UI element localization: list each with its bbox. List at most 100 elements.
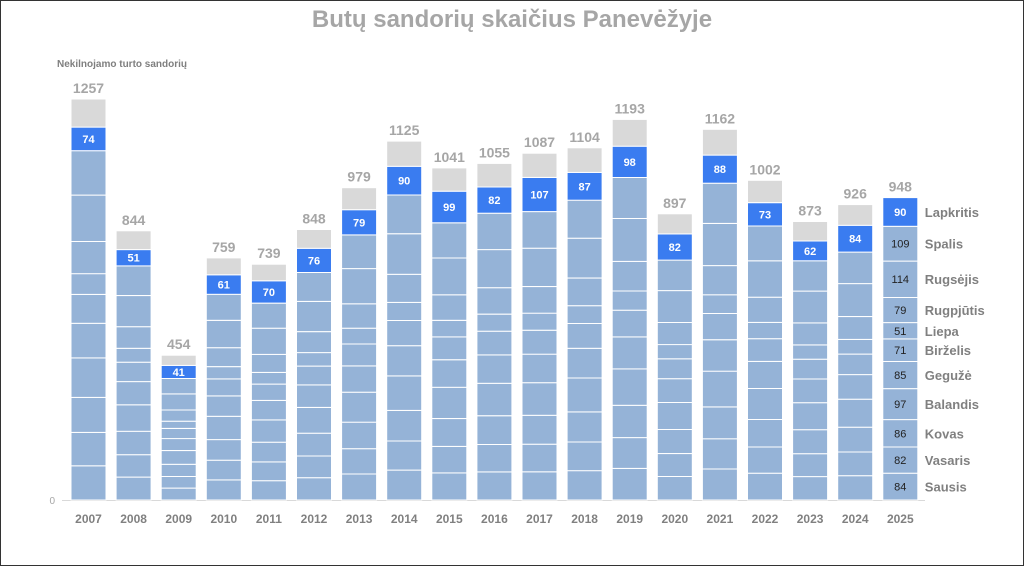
november-value-label-2010: 61 (218, 280, 230, 292)
bar-segment-2023-m9 (792, 290, 829, 324)
bar-segment-2021-m6 (701, 313, 738, 341)
month-name-label-kovas: Kovas (925, 426, 964, 441)
y-axis-label: Nekilnojamo turto sandorių (57, 59, 188, 70)
bar-segment-2017-m4 (521, 382, 558, 416)
bar-segment-2008-m9 (115, 295, 152, 328)
bar-segment-2013-m8 (341, 303, 378, 329)
bar-segment-2014-m2 (386, 440, 423, 471)
bar-segment-2015-m1 (431, 472, 468, 501)
bar-segment-2024-m3 (837, 426, 874, 453)
bar-segment-2019-november (611, 145, 648, 178)
total-label-2023: 873 (798, 203, 822, 219)
november-value-label-2014: 90 (398, 176, 410, 188)
total-label-2022: 1002 (749, 161, 780, 177)
bar-segment-2010-december (205, 257, 242, 276)
bar-segment-2014-m9 (386, 233, 423, 275)
total-label-2016: 1055 (479, 144, 510, 160)
bar-segment-2013-december (341, 187, 378, 211)
x-tick-label-2023: 2023 (797, 512, 824, 526)
bar-segment-2019-m5 (611, 336, 648, 370)
bar-segment-2025-m4 (882, 388, 919, 421)
bar-segment-2015-december (431, 167, 468, 192)
bar-segment-2021-m5 (701, 339, 738, 372)
bar-segment-2017-m8 (521, 286, 558, 314)
x-tick-label-2018: 2018 (571, 512, 598, 526)
bar-segment-2017-november (521, 177, 558, 213)
november-value-label-2017: 107 (530, 190, 548, 202)
bar-segment-2007-m6 (70, 293, 107, 324)
total-label-2021: 1162 (705, 110, 736, 126)
x-tick-label-2020: 2020 (661, 512, 688, 526)
x-tick-label-2011: 2011 (256, 512, 282, 526)
month-value-label-spalis: 109 (891, 239, 909, 251)
total-label-2014: 1125 (389, 122, 420, 138)
month-value-label-balandis: 97 (894, 399, 906, 411)
bar-segment-2017-m7 (521, 312, 558, 331)
bar-segment-2021-m9 (701, 223, 738, 267)
bar-segment-2011-m2 (250, 461, 287, 482)
month-value-label-rugsėjis: 114 (892, 274, 910, 286)
bar-segment-2011-m10 (250, 302, 287, 329)
bar-segment-2021-m4 (701, 370, 738, 408)
bar-segment-2024-m6 (837, 353, 874, 376)
november-value-label-2016: 82 (488, 195, 500, 207)
bar-segment-2023-m10 (792, 260, 829, 292)
november-value-label-2018: 87 (578, 181, 590, 193)
bar-segment-2025-m2 (882, 446, 919, 474)
bar-segment-2009-m2 (160, 476, 197, 489)
bar-segment-2008-m3 (115, 430, 152, 456)
x-tick-label-2021: 2021 (707, 512, 734, 526)
bar-segment-2025-m9 (882, 260, 919, 299)
bar-segment-2020-m1 (656, 476, 693, 501)
x-tick-label-2012: 2012 (301, 512, 328, 526)
bar-segment-2008-m1 (115, 476, 152, 501)
bar-segment-2007-m8 (70, 241, 107, 275)
bar-segment-2009-m4 (160, 450, 197, 465)
bar-segment-2012-november (296, 247, 332, 274)
chart-title: Butų sandorių skaičius Panevėžyje (311, 6, 713, 33)
month-value-label-kovas: 86 (894, 428, 906, 440)
november-value-label-2020: 82 (669, 242, 681, 254)
bar-segment-2021-m10 (701, 182, 738, 224)
bar-segment-2024-m7 (837, 338, 874, 355)
bar-segment-2011-m1 (250, 480, 287, 501)
x-tick-label-2008: 2008 (120, 512, 147, 526)
bar-segment-2025-m1 (882, 472, 919, 501)
bar-segment-2016-december (476, 162, 513, 188)
bar-segment-2020-m2 (656, 453, 693, 478)
bar-segment-2018-m8 (566, 277, 603, 307)
bar-segment-2020-m8 (656, 322, 693, 346)
bar-segment-2021-november (701, 154, 738, 184)
november-value-label-2024: 84 (849, 234, 862, 246)
month-value-label-birželis: 71 (894, 345, 906, 357)
bar-segment-2024-m2 (837, 451, 874, 477)
month-name-label-lapkritis: Lapkritis (925, 205, 979, 220)
bar-segment-2012-m3 (296, 432, 332, 457)
month-value-label-rugpjūtis: 79 (894, 305, 906, 317)
bar-segment-2009-m7 (160, 420, 197, 429)
bar-segment-2022-december (747, 179, 783, 204)
bar-segment-2011-m5 (250, 399, 287, 421)
bar-segment-2016-m6 (476, 330, 513, 356)
bar-segment-2014-m3 (386, 409, 423, 442)
bar-segment-2020-m3 (656, 429, 693, 454)
bar-segment-2012-m7 (296, 352, 332, 367)
bar-segment-2016-m5 (476, 354, 513, 384)
bar-segment-2007-m9 (70, 194, 107, 243)
total-label-2013: 979 (347, 169, 371, 185)
month-name-label-birželis: Birželis (925, 343, 971, 358)
x-tick-label-2022: 2022 (752, 512, 779, 526)
bar-segment-2017-m6 (521, 329, 558, 355)
bar-segment-2013-m4 (341, 391, 378, 423)
bar-segment-2009-m1 (160, 487, 197, 501)
bar-segment-2024-m5 (837, 374, 874, 400)
bar-segment-2015-m3 (431, 418, 468, 447)
total-label-2008: 844 (122, 212, 146, 228)
month-name-label-sausis: Sausis (925, 480, 967, 495)
bar-segment-2012-m8 (296, 331, 332, 354)
bar-segment-2020-m9 (656, 290, 693, 324)
bar-segment-2012-m5 (296, 384, 332, 408)
bar-segment-2017-m3 (521, 414, 558, 445)
bar-segment-2007-m7 (70, 273, 107, 295)
bar-segment-2009-m9 (160, 393, 197, 411)
